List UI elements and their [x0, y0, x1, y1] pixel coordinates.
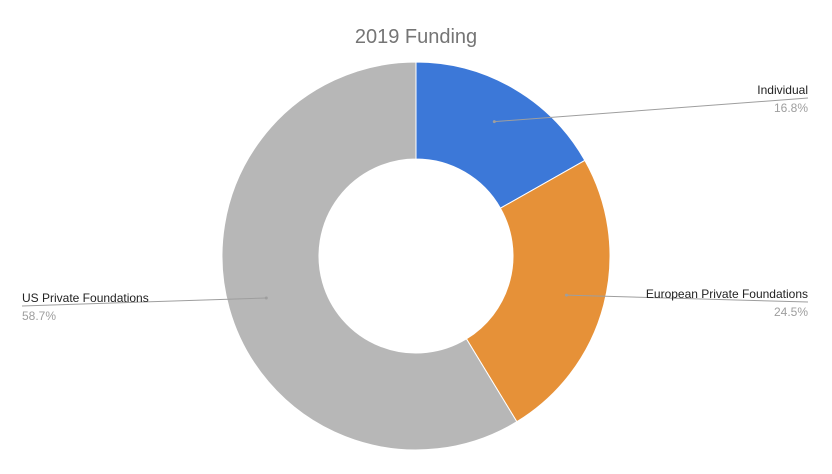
leader-line-us-private-foundations: [21, 297, 267, 307]
leader-line-individual: [494, 97, 809, 123]
slice-label-individual: Individual: [757, 83, 808, 97]
slice-percent-us-private-foundations: 58.7%: [22, 309, 56, 323]
chart-title: 2019 Funding: [355, 26, 477, 48]
slices-group: [221, 61, 611, 451]
labels-group: Individual 16.8% European Private Foundati…: [21, 83, 809, 323]
slice-percent-individual: 16.8%: [774, 101, 808, 115]
slice-european-private-foundations: [465, 159, 611, 423]
slice-individual: [415, 61, 586, 209]
leader-line-european-private-foundations: [566, 294, 809, 303]
slice-label-us-private-foundations: US Private Foundations: [22, 291, 149, 305]
slice-us-private-foundations: [221, 61, 518, 451]
slice-percent-european-private-foundations: 24.5%: [774, 305, 808, 319]
slice-label-european-private-foundations: European Private Foundations: [646, 287, 808, 301]
